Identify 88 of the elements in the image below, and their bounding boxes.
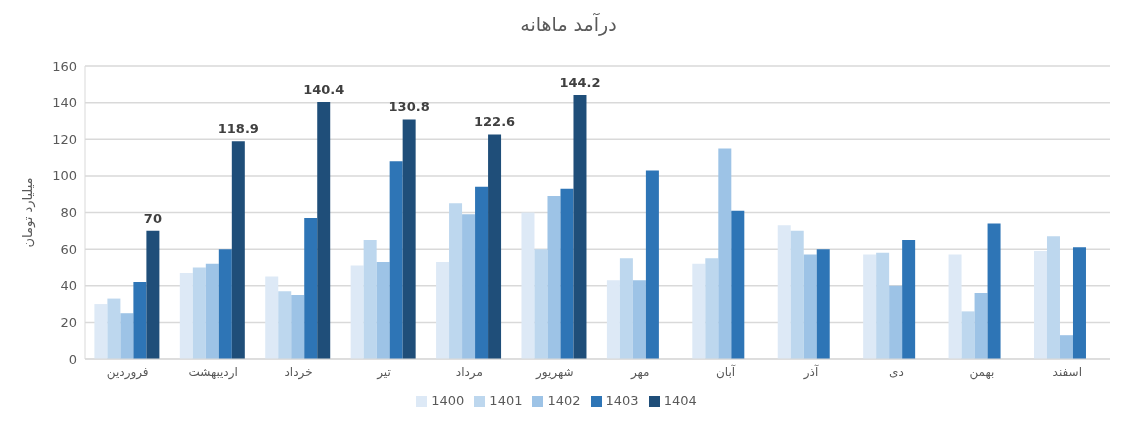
- bar: [278, 291, 292, 359]
- bar: [777, 225, 791, 359]
- bar: [317, 101, 331, 359]
- legend-label: 1402: [547, 393, 581, 408]
- bar: [218, 249, 232, 359]
- data-label: 118.9: [217, 121, 259, 137]
- data-label: 122.6: [474, 114, 516, 130]
- x-tick-label: شهریور: [535, 364, 574, 380]
- bar: [547, 196, 561, 359]
- bar: [816, 249, 830, 359]
- x-tick-label: آذر: [802, 363, 819, 380]
- y-tick-label: 140: [52, 95, 77, 111]
- legend-label: 1403: [605, 393, 639, 408]
- bar: [645, 170, 659, 359]
- data-label: 144.2: [559, 74, 601, 90]
- legend-label: 1400: [431, 393, 465, 408]
- y-axis-title: میلیارد تومان: [19, 177, 36, 248]
- y-tick-label: 40: [60, 278, 77, 294]
- bar: [521, 212, 535, 359]
- bar: [179, 272, 193, 359]
- bar: [1033, 250, 1047, 359]
- y-tick-label: 80: [60, 205, 77, 221]
- x-tick-label: خرداد: [284, 364, 313, 380]
- bar: [462, 214, 476, 359]
- x-tick-label: مرداد: [455, 364, 483, 380]
- x-tick-label: دی: [889, 364, 904, 379]
- bar: [304, 217, 318, 359]
- bar: [363, 239, 377, 359]
- bar: [619, 258, 633, 359]
- chart-title: درآمد ماهانه: [519, 12, 618, 38]
- bar: [402, 119, 416, 359]
- bar: [107, 298, 121, 359]
- y-tick-label: 0: [68, 351, 77, 367]
- bar: [692, 263, 706, 359]
- bar: [731, 210, 745, 359]
- x-tick-label: فروردین: [106, 364, 149, 380]
- data-label: 130.8: [388, 99, 430, 115]
- bar: [488, 134, 502, 359]
- bar: [389, 161, 403, 359]
- y-tick-label: 100: [52, 168, 77, 184]
- bar: [961, 311, 975, 359]
- bar: [291, 294, 305, 359]
- legend-label: 1401: [489, 393, 523, 408]
- bar: [436, 261, 450, 359]
- y-tick-label: 60: [60, 241, 77, 257]
- bar: [632, 280, 646, 359]
- bar: [146, 230, 160, 359]
- y-tick-label: 160: [52, 58, 77, 74]
- bar: [94, 304, 108, 359]
- bar: [560, 188, 574, 359]
- bar: [718, 148, 732, 359]
- bar: [889, 285, 903, 359]
- bar: [948, 254, 962, 359]
- bar: [350, 265, 364, 359]
- bar: [192, 267, 206, 359]
- bar: [1059, 335, 1073, 359]
- bar: [987, 223, 1001, 359]
- bar: [790, 230, 804, 359]
- bar: [803, 254, 817, 359]
- bar: [573, 94, 587, 359]
- y-tick-label: 120: [52, 131, 77, 147]
- bar: [475, 186, 489, 359]
- x-tick-label: تیر: [376, 364, 391, 380]
- bar: [606, 280, 620, 359]
- x-tick-label: آبان: [716, 363, 736, 379]
- bar: [120, 313, 134, 359]
- bar: [376, 261, 390, 359]
- bar: [1046, 236, 1060, 359]
- data-label: 140.4: [303, 81, 345, 97]
- y-tick-label: 20: [60, 314, 77, 330]
- bar: [1072, 247, 1086, 359]
- x-tick-label: اسفند: [1052, 364, 1082, 379]
- bar: [231, 141, 245, 359]
- bar: [534, 249, 548, 359]
- bar: [902, 239, 916, 359]
- bar: [705, 258, 719, 359]
- bar: [265, 276, 279, 359]
- x-tick-label: مهر: [629, 364, 650, 380]
- bar: [974, 293, 988, 359]
- x-tick-label: اردیبهشت: [188, 364, 238, 380]
- legend-label: 1404: [663, 393, 697, 408]
- bar: [205, 263, 219, 359]
- data-label: 70: [143, 210, 162, 226]
- bar: [876, 252, 890, 359]
- bar: [133, 282, 147, 359]
- bar: [863, 254, 877, 359]
- bar: [449, 203, 463, 359]
- x-tick-label: بهمن: [969, 364, 995, 380]
